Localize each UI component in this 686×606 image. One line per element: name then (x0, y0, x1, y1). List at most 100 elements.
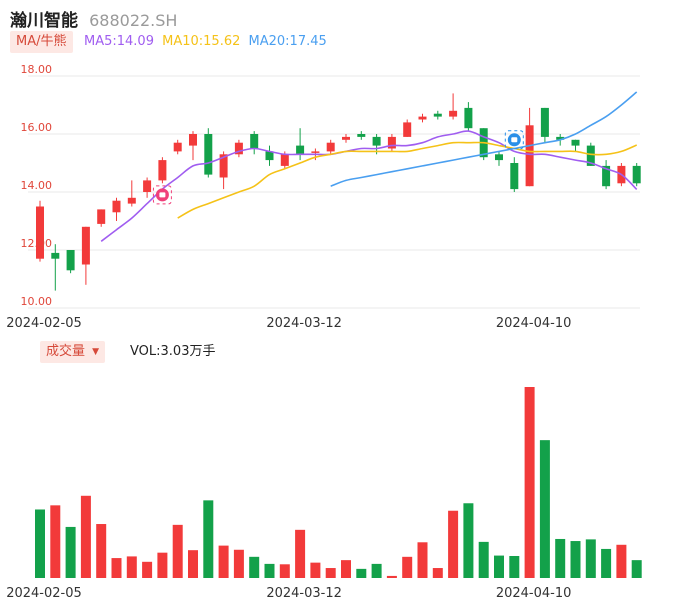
candlestick-series (36, 93, 641, 291)
candle (51, 244, 60, 291)
volume-bar (50, 505, 61, 578)
volume-bar (35, 509, 45, 578)
volume-bar (585, 539, 596, 578)
volume-bar (249, 556, 260, 578)
candle (449, 93, 458, 120)
volume-bar (325, 568, 336, 578)
marker-frame (504, 130, 524, 150)
volume-bar (616, 544, 627, 578)
volume-bar (494, 555, 504, 578)
volume-bar (126, 556, 137, 578)
x-tick-label: 2024-03-12 (266, 316, 342, 331)
candle-body (311, 151, 320, 153)
bear-signal-icon (504, 130, 524, 150)
candle (357, 131, 366, 140)
volume-bar (509, 555, 520, 578)
candle-body (540, 107, 549, 137)
candle-body (112, 200, 121, 213)
candle-body (556, 136, 565, 140)
candle-body (81, 226, 90, 265)
candle-body (36, 206, 44, 259)
candle (36, 200, 44, 262)
volume-indicator-label: 成交量 (46, 344, 86, 359)
ma5-label: MA5:14.09 (84, 34, 154, 49)
volume-bar (142, 561, 153, 578)
y-tick-label: 12.00 (21, 237, 53, 250)
candle (158, 157, 167, 184)
candle (265, 145, 274, 166)
candle (112, 197, 121, 221)
volume-bar (157, 552, 168, 578)
dropdown-arrow-icon: ▼ (92, 347, 100, 357)
volume-bar (172, 524, 183, 578)
volume-bar (371, 563, 382, 578)
candle-body (173, 142, 182, 152)
volume-bar (295, 529, 306, 578)
candle (326, 139, 335, 155)
volume-bars (35, 387, 642, 578)
candle-body (495, 154, 503, 161)
volume-bar (233, 549, 244, 578)
volume-bar (601, 548, 612, 578)
volume-indicator-dropdown[interactable]: 成交量 ▼ (40, 341, 106, 363)
volume-bar (111, 558, 122, 578)
volume-bar (203, 500, 214, 578)
volume-bar (570, 541, 581, 578)
candle-body (602, 165, 611, 187)
candle-body (143, 180, 152, 192)
candle-body (189, 134, 197, 146)
y-tick-label: 14.00 (21, 179, 53, 192)
candle-body (204, 134, 213, 175)
ma20-label: MA20:17.45 (248, 34, 327, 49)
candle (540, 107, 549, 143)
candle (250, 131, 259, 155)
x-tick-label: 2024-02-05 (6, 316, 82, 331)
ma-toggle-button[interactable]: MA/牛熊 (10, 31, 73, 53)
candle-body (280, 154, 289, 166)
x-tick-label: 2024-04-10 (496, 586, 572, 601)
candle (571, 139, 580, 152)
marker-frame (152, 185, 172, 205)
volume-bar (65, 526, 76, 578)
moving-average-lines (100, 91, 638, 242)
volume-bar (386, 575, 397, 578)
candle-body (326, 142, 335, 152)
date-axis-labels: 2024-02-05 2024-03-12 2024-04-10 (6, 316, 571, 331)
candle-body (342, 136, 350, 140)
volume-bar (417, 542, 428, 578)
candle-body (510, 163, 519, 190)
volume-bar (264, 563, 275, 578)
y-tick-label: 10.00 (21, 295, 53, 308)
volume-date-axis-labels: 2024-02-05 2024-03-12 2024-04-10 (6, 586, 571, 601)
marker-glyph (159, 192, 166, 198)
candle-body (51, 252, 60, 259)
candle (510, 157, 519, 192)
candle (403, 119, 412, 137)
volume-bar (539, 440, 550, 578)
candle (296, 128, 305, 161)
volume-bar (524, 387, 535, 578)
volume-bar (96, 524, 107, 578)
x-tick-label: 2024-04-10 (496, 316, 572, 331)
candle-body (632, 165, 641, 184)
ma10-label: MA10:15.62 (162, 34, 241, 49)
ma5-line (100, 130, 638, 242)
candle-body (418, 116, 427, 120)
candle (66, 250, 75, 274)
volume-value-text: VOL:3.03万手 (130, 344, 216, 359)
candle-body (66, 250, 75, 271)
candle (189, 131, 197, 161)
candle-body (219, 154, 228, 178)
candle (127, 180, 136, 207)
volume-bar (188, 550, 198, 578)
candle (204, 128, 213, 178)
candle (418, 113, 427, 123)
ma-legend: MA5:14.09 MA10:15.62 MA20:17.45 (84, 31, 331, 53)
candle (234, 139, 243, 158)
candle-body (265, 151, 274, 161)
x-tick-label: 2024-02-05 (6, 586, 82, 601)
candle-body (464, 107, 473, 129)
price-axis-labels: 18.00 16.00 14.00 12.00 10.00 (21, 63, 53, 308)
volume-bar (555, 538, 566, 578)
